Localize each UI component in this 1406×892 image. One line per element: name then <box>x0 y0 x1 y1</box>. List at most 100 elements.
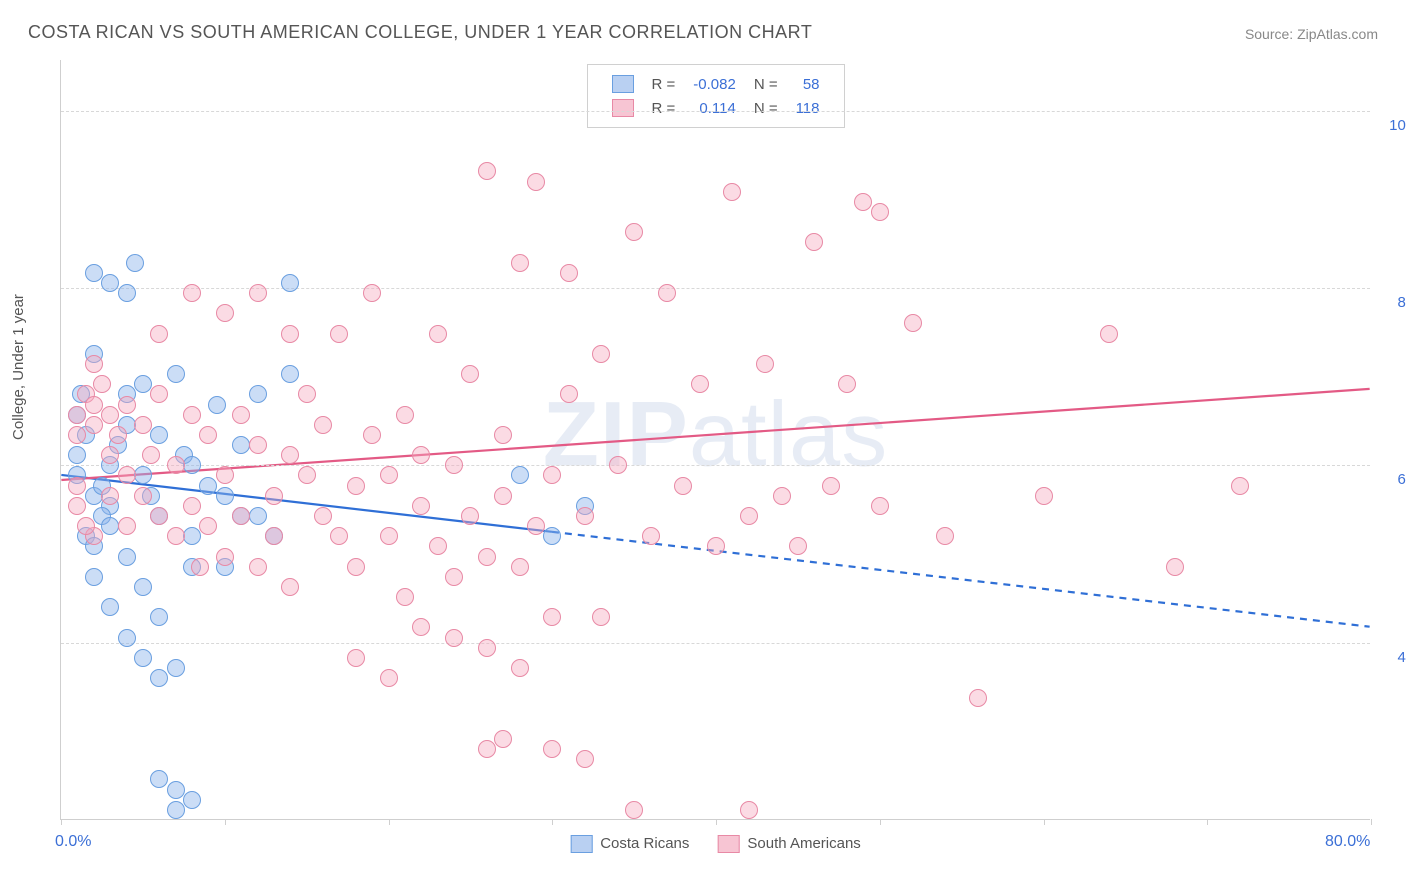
scatter-point-south_americans <box>494 426 512 444</box>
scatter-point-south_americans <box>871 203 889 221</box>
scatter-point-south_americans <box>969 689 987 707</box>
scatter-point-south_americans <box>412 618 430 636</box>
scatter-point-south_americans <box>609 456 627 474</box>
scatter-point-south_americans <box>527 517 545 535</box>
scatter-point-south_americans <box>789 537 807 555</box>
scatter-point-costa_ricans <box>281 274 299 292</box>
x-tick <box>1207 819 1208 825</box>
scatter-point-south_americans <box>445 456 463 474</box>
scatter-plot-area: ZIPatlas R =-0.082N =58R =0.114N =118 Co… <box>60 60 1370 820</box>
legend-N-label: N = <box>746 97 786 119</box>
scatter-point-south_americans <box>576 507 594 525</box>
scatter-point-costa_ricans <box>249 507 267 525</box>
scatter-point-costa_ricans <box>281 365 299 383</box>
scatter-point-south_americans <box>494 487 512 505</box>
legend-R-label: R = <box>644 97 684 119</box>
scatter-point-south_americans <box>232 507 250 525</box>
scatter-point-costa_ricans <box>150 608 168 626</box>
scatter-point-south_americans <box>347 649 365 667</box>
scatter-point-south_americans <box>740 801 758 819</box>
scatter-point-south_americans <box>543 466 561 484</box>
scatter-point-south_americans <box>101 487 119 505</box>
scatter-point-south_americans <box>642 527 660 545</box>
scatter-point-south_americans <box>167 527 185 545</box>
scatter-point-south_americans <box>478 162 496 180</box>
scatter-point-south_americans <box>281 446 299 464</box>
y-tick-label: 100.0% <box>1380 117 1406 134</box>
legend-item-costa_ricans: Costa Ricans <box>570 835 689 853</box>
scatter-point-costa_ricans <box>118 284 136 302</box>
scatter-point-south_americans <box>691 375 709 393</box>
scatter-point-south_americans <box>183 406 201 424</box>
chart-title: COSTA RICAN VS SOUTH AMERICAN COLLEGE, U… <box>28 22 812 43</box>
scatter-point-costa_ricans <box>101 517 119 535</box>
scatter-point-south_americans <box>822 477 840 495</box>
scatter-point-costa_ricans <box>208 396 226 414</box>
scatter-point-south_americans <box>707 537 725 555</box>
scatter-point-south_americans <box>118 396 136 414</box>
scatter-point-south_americans <box>298 385 316 403</box>
scatter-point-south_americans <box>445 629 463 647</box>
legend-swatch-costa_ricans <box>612 75 634 93</box>
scatter-point-costa_ricans <box>167 801 185 819</box>
scatter-point-south_americans <box>298 466 316 484</box>
x-tick <box>552 819 553 825</box>
scatter-point-south_americans <box>380 669 398 687</box>
legend-row-costa_ricans: R =-0.082N =58 <box>604 73 828 95</box>
scatter-point-south_americans <box>592 608 610 626</box>
x-tick <box>880 819 881 825</box>
scatter-point-south_americans <box>199 517 217 535</box>
scatter-point-south_americans <box>93 375 111 393</box>
legend-swatch-south_americans <box>612 99 634 117</box>
scatter-point-costa_ricans <box>85 264 103 282</box>
scatter-point-south_americans <box>511 254 529 272</box>
scatter-point-south_americans <box>216 548 234 566</box>
scatter-point-costa_ricans <box>183 791 201 809</box>
scatter-point-costa_ricans <box>167 365 185 383</box>
scatter-point-south_americans <box>412 497 430 515</box>
correlation-legend: R =-0.082N =58R =0.114N =118 <box>587 64 845 128</box>
scatter-point-south_americans <box>77 517 95 535</box>
source-prefix: Source: <box>1245 26 1297 42</box>
scatter-point-costa_ricans <box>134 649 152 667</box>
scatter-point-south_americans <box>216 466 234 484</box>
scatter-point-south_americans <box>1100 325 1118 343</box>
legend-label-south_americans: South Americans <box>747 835 860 852</box>
scatter-point-costa_ricans <box>101 274 119 292</box>
scatter-point-south_americans <box>592 345 610 363</box>
scatter-point-south_americans <box>658 284 676 302</box>
scatter-point-south_americans <box>461 365 479 383</box>
legend-R-value-costa_ricans: -0.082 <box>685 73 744 95</box>
legend-R-label: R = <box>644 73 684 95</box>
scatter-point-south_americans <box>560 385 578 403</box>
scatter-point-south_americans <box>150 325 168 343</box>
scatter-point-south_americans <box>347 558 365 576</box>
scatter-point-south_americans <box>134 416 152 434</box>
scatter-point-costa_ricans <box>150 426 168 444</box>
scatter-point-south_americans <box>265 527 283 545</box>
scatter-point-costa_ricans <box>511 466 529 484</box>
scatter-point-costa_ricans <box>134 375 152 393</box>
scatter-point-costa_ricans <box>118 629 136 647</box>
scatter-point-south_americans <box>68 497 86 515</box>
scatter-point-south_americans <box>232 406 250 424</box>
scatter-point-south_americans <box>134 487 152 505</box>
scatter-point-south_americans <box>560 264 578 282</box>
legend-row-south_americans: R =0.114N =118 <box>604 97 828 119</box>
scatter-point-south_americans <box>85 416 103 434</box>
legend-item-south_americans: South Americans <box>717 835 860 853</box>
scatter-point-south_americans <box>150 385 168 403</box>
scatter-point-south_americans <box>756 355 774 373</box>
watermark: ZIPatlas <box>543 382 888 487</box>
scatter-point-south_americans <box>68 406 86 424</box>
scatter-point-south_americans <box>543 608 561 626</box>
scatter-point-costa_ricans <box>199 477 217 495</box>
scatter-point-south_americans <box>281 325 299 343</box>
scatter-point-south_americans <box>118 517 136 535</box>
x-tick-label: 0.0% <box>55 833 91 851</box>
scatter-point-south_americans <box>199 426 217 444</box>
scatter-point-south_americans <box>429 537 447 555</box>
scatter-point-costa_ricans <box>126 254 144 272</box>
scatter-point-costa_ricans <box>232 436 250 454</box>
scatter-point-south_americans <box>527 173 545 191</box>
